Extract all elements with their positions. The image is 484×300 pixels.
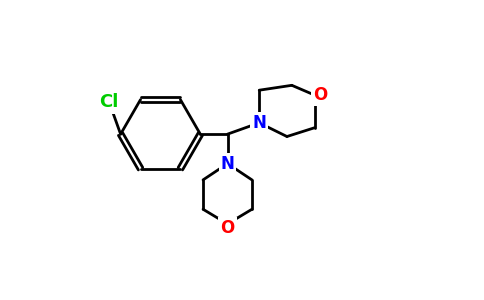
Text: N: N — [221, 154, 234, 172]
Text: N: N — [252, 114, 266, 132]
Text: Cl: Cl — [100, 93, 119, 111]
Text: O: O — [313, 86, 327, 104]
Text: O: O — [220, 220, 235, 238]
